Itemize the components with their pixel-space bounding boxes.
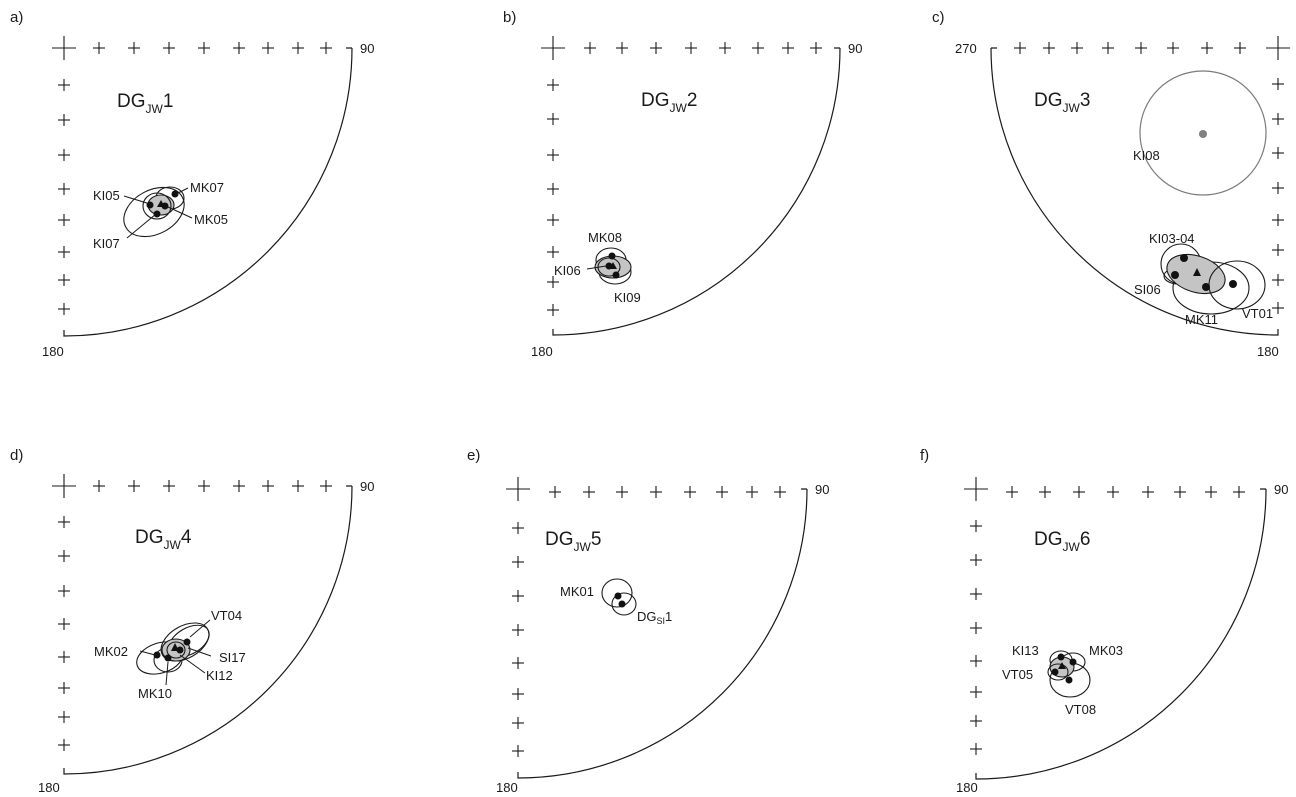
panel-d-edge-90: 90 (360, 479, 374, 494)
site-label: MK11 (1185, 312, 1218, 327)
panel-c: c) 270 180 DGJW3 KI08 (932, 9, 1290, 359)
panel-e: e) 90 180 DGJW5 (467, 447, 829, 795)
panel-f-outline (975, 488, 1267, 780)
panel-a-title: DGJW1 (117, 91, 173, 116)
panel-c-confidence-ellipses (1160, 243, 1266, 315)
panel-e-title: DGJW5 (545, 529, 601, 554)
panel-b-edge-180: 180 (531, 344, 553, 359)
panel-f-confidence-ellipses (1047, 650, 1091, 698)
site-label: MK03 (1089, 643, 1123, 658)
site-label: VT04 (211, 608, 242, 623)
panel-e-edge-180: 180 (496, 780, 518, 795)
panel-a: a) 90 180 DGJW1 (10, 9, 374, 359)
site-label: VT08 (1065, 702, 1096, 717)
panel-a-edge-90: 90 (360, 41, 374, 56)
site-label: KI06 (554, 263, 581, 278)
panel-d-outline (63, 485, 353, 775)
panel-b-outline (552, 47, 841, 336)
panel-d-letter: d) (10, 447, 23, 464)
site-label: KI09 (614, 290, 641, 305)
site-label: VT01 (1242, 306, 1273, 321)
panel-d-title: DGJW4 (135, 527, 192, 552)
panel-f-edge-90: 90 (1274, 482, 1288, 497)
panel-d-leaders (139, 619, 212, 686)
site-label: MK07 (190, 180, 224, 195)
site-label: KI08 (1133, 148, 1160, 163)
panel-a-leaders (123, 187, 193, 239)
panel-e-edge-90: 90 (815, 482, 829, 497)
panel-c-crosses (1014, 36, 1290, 314)
panel-e-confidence-ellipses (601, 578, 637, 616)
site-label: KI05 (93, 188, 120, 203)
panel-f-crosses (964, 477, 1245, 755)
panel-b-title: DGJW2 (641, 90, 697, 115)
panel-d-crosses (52, 474, 332, 751)
panel-c-title: DGJW3 (1034, 90, 1090, 115)
panel-c-ki08-ellipse (1139, 70, 1267, 196)
site-label: MK10 (138, 686, 172, 701)
panel-b-crosses (541, 36, 822, 316)
panel-f-title: DGJW6 (1034, 529, 1090, 554)
panel-e-letter: e) (467, 447, 480, 464)
panel-d: d) 90 180 DGJW4 (10, 447, 374, 795)
panel-a-outline (63, 47, 353, 337)
site-label: KI03-04 (1149, 231, 1195, 246)
panel-a-letter: a) (10, 9, 23, 26)
panel-e-outline (517, 488, 808, 779)
site-label: SI06 (1134, 282, 1161, 297)
site-label: MK05 (194, 212, 228, 227)
panel-a-edge-180: 180 (42, 344, 64, 359)
panel-b-edge-90: 90 (848, 41, 862, 56)
site-label: KI13 (1012, 643, 1039, 658)
panel-c-edge-270: 270 (955, 41, 977, 56)
panel-c-letter: c) (932, 9, 945, 26)
site-label: MK01 (560, 584, 594, 599)
panel-b-letter: b) (503, 9, 516, 26)
panel-b-leader (586, 265, 607, 270)
panel-f-edge-180: 180 (956, 780, 978, 795)
panel-b: b) 90 180 DGJW2 (503, 9, 862, 359)
site-label: MK02 (94, 644, 128, 659)
panel-b-confidence-ellipses (594, 247, 632, 285)
site-label: VT05 (1002, 667, 1033, 682)
panel-c-edge-180: 180 (1257, 344, 1279, 359)
panel-a-confidence-ellipses (123, 186, 185, 238)
site-label: MK08 (588, 230, 622, 245)
site-label-dgsi1: DGSI1 (637, 609, 672, 626)
panel-a-crosses (52, 36, 332, 315)
panel-d-edge-180: 180 (38, 780, 60, 795)
panel-f-letter: f) (920, 447, 929, 464)
site-label: KI07 (93, 236, 120, 251)
panel-c-outline (990, 47, 1279, 336)
site-label: KI12 (206, 668, 233, 683)
panel-e-crosses (506, 477, 786, 757)
panel-f: f) 90 180 DGJW6 (920, 447, 1288, 795)
site-label: SI17 (219, 650, 246, 665)
panel-d-confidence-ellipses (136, 622, 210, 675)
